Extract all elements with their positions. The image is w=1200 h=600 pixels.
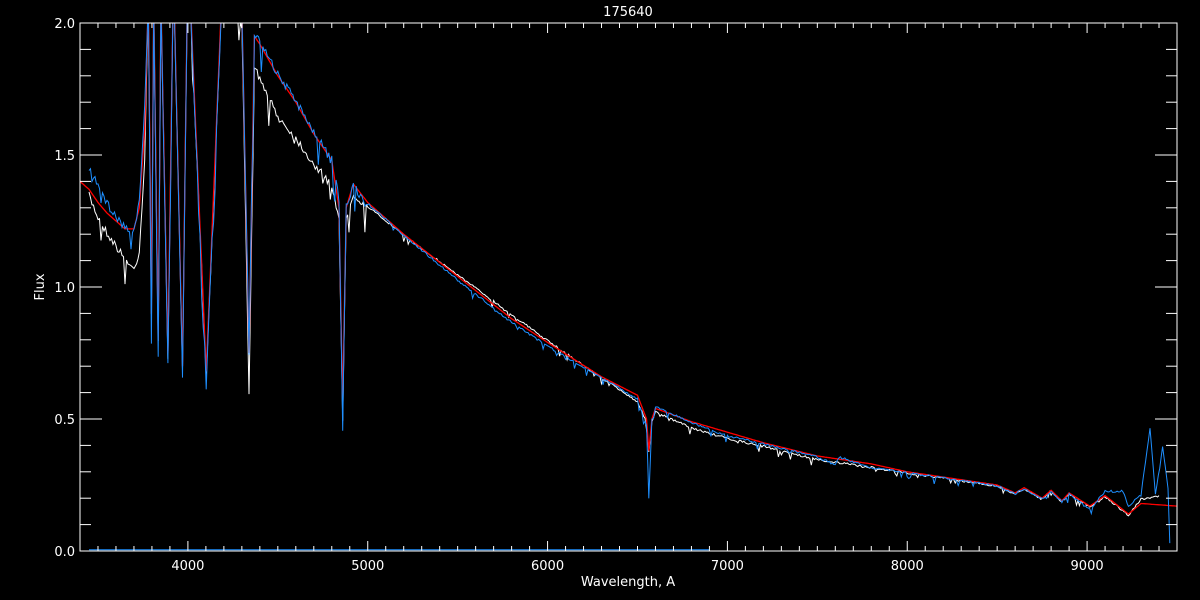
y-tick-label: 1.0 [54, 281, 75, 296]
y-tick-label: 2.0 [54, 17, 75, 32]
chart-title: 175640 [603, 5, 653, 20]
x-tick-label: 7000 [711, 559, 744, 574]
y-tick-label: 0.0 [54, 545, 75, 560]
axes [79, 22, 1178, 552]
x-tick-label: 9000 [1071, 559, 1104, 574]
x-tick-label: 4000 [171, 559, 204, 574]
plot-frame [79, 22, 1178, 552]
tick-labels: 4000 5000 6000 7000 8000 9000 0.0 0.5 1.0 1.5 2.0 [54, 17, 1103, 574]
y-axis-label: Flux [33, 273, 48, 300]
x-tick-label: 8000 [891, 559, 924, 574]
series-line-1 [80, 23, 1177, 515]
x-tick-label: 6000 [531, 559, 564, 574]
series-line-2 [88, 23, 1171, 544]
x-axis-label: Wavelength, A [581, 575, 675, 590]
x-tick-label: 5000 [351, 559, 384, 574]
series-group [80, 23, 1177, 551]
series-line-0 [88, 23, 1160, 517]
y-tick-label: 1.5 [54, 149, 75, 164]
y-tick-label: 0.5 [54, 413, 75, 428]
